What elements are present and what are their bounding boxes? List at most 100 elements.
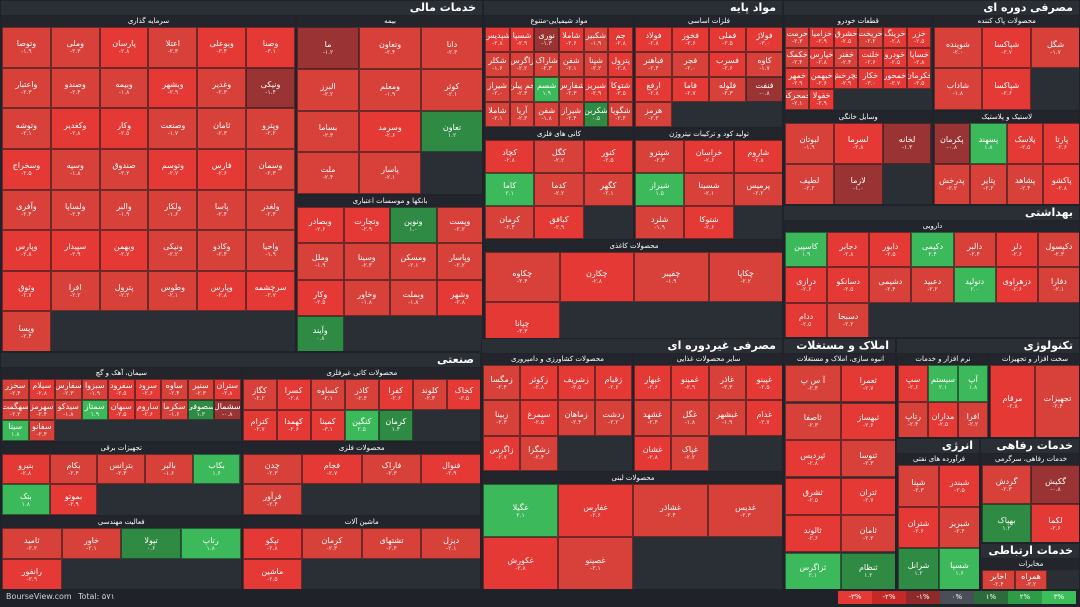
stock-tile[interactable]: دزهراوی -۲.۶ xyxy=(995,267,1038,303)
stock-tile[interactable]: کوثر -۲.۱ xyxy=(421,68,482,111)
stock-tile[interactable]: بموتو -۲.۹ xyxy=(49,484,98,516)
stock-tile[interactable]: لسرما -۲.۸ xyxy=(833,122,883,164)
industry-block[interactable]: محصولات کشاورزی و دامپروری زمگسا -۲.۴ زکوثر… xyxy=(482,353,633,472)
stock-tile[interactable]: غگیلا ۲.۱ xyxy=(483,484,558,537)
stock-tile[interactable]: خچرخش-۲.۹ xyxy=(833,68,859,89)
stock-tile[interactable]: لخانه -۱.۳ xyxy=(882,122,932,164)
stock-tile[interactable]: ثامان -۲.۳ xyxy=(197,108,247,149)
stock-tile[interactable]: غگل -۱.۸ xyxy=(671,400,709,436)
stock-tile[interactable]: سیتا ۱.۸ xyxy=(2,420,29,441)
stock-tile[interactable]: سنیر -۲.۳ xyxy=(187,379,214,400)
stock-tile[interactable]: شگویا -۲.۴ xyxy=(608,101,633,127)
stock-tile[interactable]: شپاکسا -۲.۷ xyxy=(982,27,1032,69)
industry-block[interactable]: فلزات اساسی فولاد -۲.۸ فخوز -۲.۶ فملی -۲.۵ فولا… xyxy=(634,15,782,128)
stock-tile[interactable]: کچاد -۲.۸ xyxy=(485,139,535,173)
stock-tile[interactable]: دیزل -۲.۱ xyxy=(421,528,480,560)
industry-block[interactable]: نرم افزار و خدمات سپ -۲.۶ سیستم ۲.۱ آپ ۱.۸ رتاپ… xyxy=(897,353,989,437)
stock-tile[interactable]: ثاصفا -۲.۳ xyxy=(785,402,841,440)
stock-tile[interactable]: غپینو -۲.۵ xyxy=(745,365,782,401)
stock-tile[interactable]: وپارس -۲.۸ xyxy=(2,230,51,271)
stock-tile[interactable]: دشیمی -۲.۴ xyxy=(869,267,912,303)
stock-tile[interactable]: دابور -۲.۵ xyxy=(869,232,912,268)
stock-tile[interactable]: پدرخش -۲.۲ xyxy=(933,163,971,204)
stock-tile[interactable]: وسخراج -۲.۵ xyxy=(2,148,51,190)
stock-tile[interactable]: ولکار -۱.۶ xyxy=(148,189,198,231)
stock-tile[interactable]: وکار -۲.۵ xyxy=(99,108,149,149)
stock-tile[interactable]: هرمز -۲.۲ xyxy=(635,101,672,127)
industry-block[interactable]: دارویی کاسپین ۱.۹ دجابر -۲.۸ دابور -۲.۵ دکیمی ۲.… xyxy=(784,220,1079,337)
stock-tile[interactable]: شیراز -۲.۰ xyxy=(485,76,510,102)
stock-tile[interactable]: کنور -۲.۵ xyxy=(583,139,633,173)
stock-tile[interactable]: خودرو -۲.۵ xyxy=(882,47,908,69)
stock-tile[interactable]: دلر -۲.۶ xyxy=(995,232,1038,268)
stock-tile[interactable]: واحیا -۱.۹ xyxy=(246,230,295,271)
industry-block[interactable]: سیمان، آهک و گچ سخزر -۲.۴ سیلام -۲.۸ سفارس -۲.… xyxy=(1,367,242,442)
stock-tile[interactable]: شسپا -۲.۹ xyxy=(509,27,535,52)
stock-tile[interactable]: غدیس -۲.۳ xyxy=(708,484,782,537)
stock-tile[interactable]: دسبحا -۲.۲ xyxy=(827,302,870,337)
stock-tile[interactable]: تعاون ۱.۲ xyxy=(421,110,482,153)
stock-tile[interactable]: شفارس -۲.۳ xyxy=(558,76,584,102)
stock-tile[interactable]: ثتران -۲.۷ xyxy=(840,477,895,515)
industry-block[interactable]: قطعات خودرو حرمت -۲.۳ خزامیا -۲.۹ خشرق -۲.۵ خری… xyxy=(784,15,933,111)
stock-tile[interactable]: وپسا -۲.۴ xyxy=(2,311,51,351)
stock-tile[interactable]: غمینو -۲.۹ xyxy=(671,365,709,401)
stock-tile[interactable]: زشگزا -۲.۴ xyxy=(520,435,558,471)
stock-tile[interactable]: آپ ۱.۸ xyxy=(958,365,988,402)
stock-tile[interactable]: شسینا -۲.۱ xyxy=(684,172,734,207)
stock-tile[interactable]: شتوکا -۲.۶ xyxy=(684,206,734,240)
stock-tile[interactable]: شفن -۲.۱ xyxy=(558,51,584,77)
stock-tile[interactable]: پاکشو -۲.۸ xyxy=(1043,163,1079,204)
stock-tile[interactable]: کاسپین ۱.۹ xyxy=(785,232,828,268)
stock-tile[interactable]: وثوق -۲.۷ xyxy=(2,270,51,312)
stock-tile[interactable]: دفارا -۲.۱ xyxy=(1037,267,1079,303)
stock-tile[interactable]: غفارس -۲.۶ xyxy=(558,484,633,537)
stock-tile[interactable]: شسم ۱.۹ xyxy=(534,76,559,102)
stock-tile[interactable]: خبهمن -۲.۶ xyxy=(809,68,834,89)
stock-tile[interactable]: خکمک -۲.۴ xyxy=(785,47,810,69)
sector[interactable]: مواد پایه مواد شیمیایی-متنوع شپدیس -۲.۸ شسپا… xyxy=(483,0,783,352)
stock-tile[interactable]: وکار -۲.۵ xyxy=(297,279,344,316)
stock-tile[interactable]: کهمدا -۲.۶ xyxy=(276,409,311,441)
stock-tile[interactable]: مرقام -۲.۸ xyxy=(990,365,1035,437)
stock-tile[interactable]: وبوعلی -۳.۴ xyxy=(197,27,247,68)
stock-tile[interactable]: ثشرق -۲.۵ xyxy=(785,477,841,515)
stock-tile[interactable]: زبینا -۲.۳ xyxy=(483,400,521,436)
stock-tile[interactable]: شیراز ۱.۵ xyxy=(635,172,685,207)
industry-block[interactable]: محصولات پاک کننده شوینده -۲.۰ شپاکسا -۲.۷ شگل… xyxy=(932,15,1079,111)
stock-tile[interactable]: حرمت -۲.۳ xyxy=(785,27,810,48)
industry-block[interactable]: محصولات لبنی غگیلا ۲.۱ غفارس -۲.۶ غشاذر -۲.۴ غد… xyxy=(482,472,782,589)
stock-tile[interactable]: آ س پ -۲.۴ xyxy=(785,365,841,403)
stock-tile[interactable]: وبیمه -۱.۸ xyxy=(99,67,149,109)
industry-block[interactable]: بیمه ما -۱.۲ وتعاون -۲.۴ دانا -۲.۳ البرز -۲.۲ ومع… xyxy=(296,15,482,195)
stock-tile[interactable]: سهگمت -۲.۲ xyxy=(2,399,29,421)
stock-tile[interactable]: پلاسک -۲.۵ xyxy=(1006,122,1044,164)
stock-tile[interactable]: شپنا -۲.۳ xyxy=(898,465,939,507)
stock-tile[interactable]: کگاز -۲.۲ xyxy=(242,379,277,410)
stock-tile[interactable]: وشهر -۲.۸ xyxy=(436,279,482,316)
stock-tile[interactable]: کگهر -۲.۱ xyxy=(583,172,633,207)
stock-tile[interactable]: پترول -۲.۸ xyxy=(608,51,633,77)
stock-tile[interactable]: ونیکی -۱.۴ xyxy=(246,67,295,109)
industry-block[interactable]: بانکها و موسسات اعتباری وبصادر -۲.۶ وتجارت -… xyxy=(296,195,482,351)
stock-tile[interactable]: کاذر -۲.۴ xyxy=(344,379,379,410)
stock-tile[interactable]: پرمیس -۲.۲ xyxy=(733,172,782,207)
sector[interactable]: خدمات رفاهی خدمات رفاهی، سرگرمی گردش -۲.۳ گک… xyxy=(980,438,1080,543)
stock-tile[interactable]: فارس -۲.۶ xyxy=(197,148,247,190)
stock-tile[interactable]: گردش -۲.۳ xyxy=(982,465,1031,504)
stock-tile[interactable]: دسانکو -۲.۵ xyxy=(827,267,870,303)
industry-block[interactable]: محصولات کاغذی چکاوه -۲.۴ چکارن -۲.۸ چفیبر -۱.۹… xyxy=(484,240,782,351)
stock-tile[interactable]: فاراک -۲.۳ xyxy=(361,453,422,485)
stock-tile[interactable]: ثنوسا -۲.۳ xyxy=(840,440,895,478)
stock-tile[interactable]: وپاسار -۲.۲ xyxy=(436,243,482,280)
stock-tile[interactable]: شلرد -۱.۹ xyxy=(635,206,685,240)
stock-tile[interactable]: چدن -۲.۳ xyxy=(242,453,303,485)
stock-tile[interactable]: درازی -۲.۶ xyxy=(785,267,828,303)
stock-tile[interactable]: دکیمی ۲.۴ xyxy=(911,232,954,268)
stock-tile[interactable]: خکرمان -۲.۵ xyxy=(907,68,932,89)
stock-tile[interactable]: پاسا -۲.۴ xyxy=(197,189,247,231)
industry-block[interactable]: سرمایه گذاری وتوصا -۱.۹ وملی -۲.۳ پارسان -۲.۸ ا… xyxy=(1,15,296,351)
stock-tile[interactable]: سکرما -۱.۶ xyxy=(161,399,188,421)
stock-tile[interactable]: شاملا -۲.۶ xyxy=(558,27,584,52)
stock-tile[interactable]: وملل -۱.۹ xyxy=(297,243,344,280)
